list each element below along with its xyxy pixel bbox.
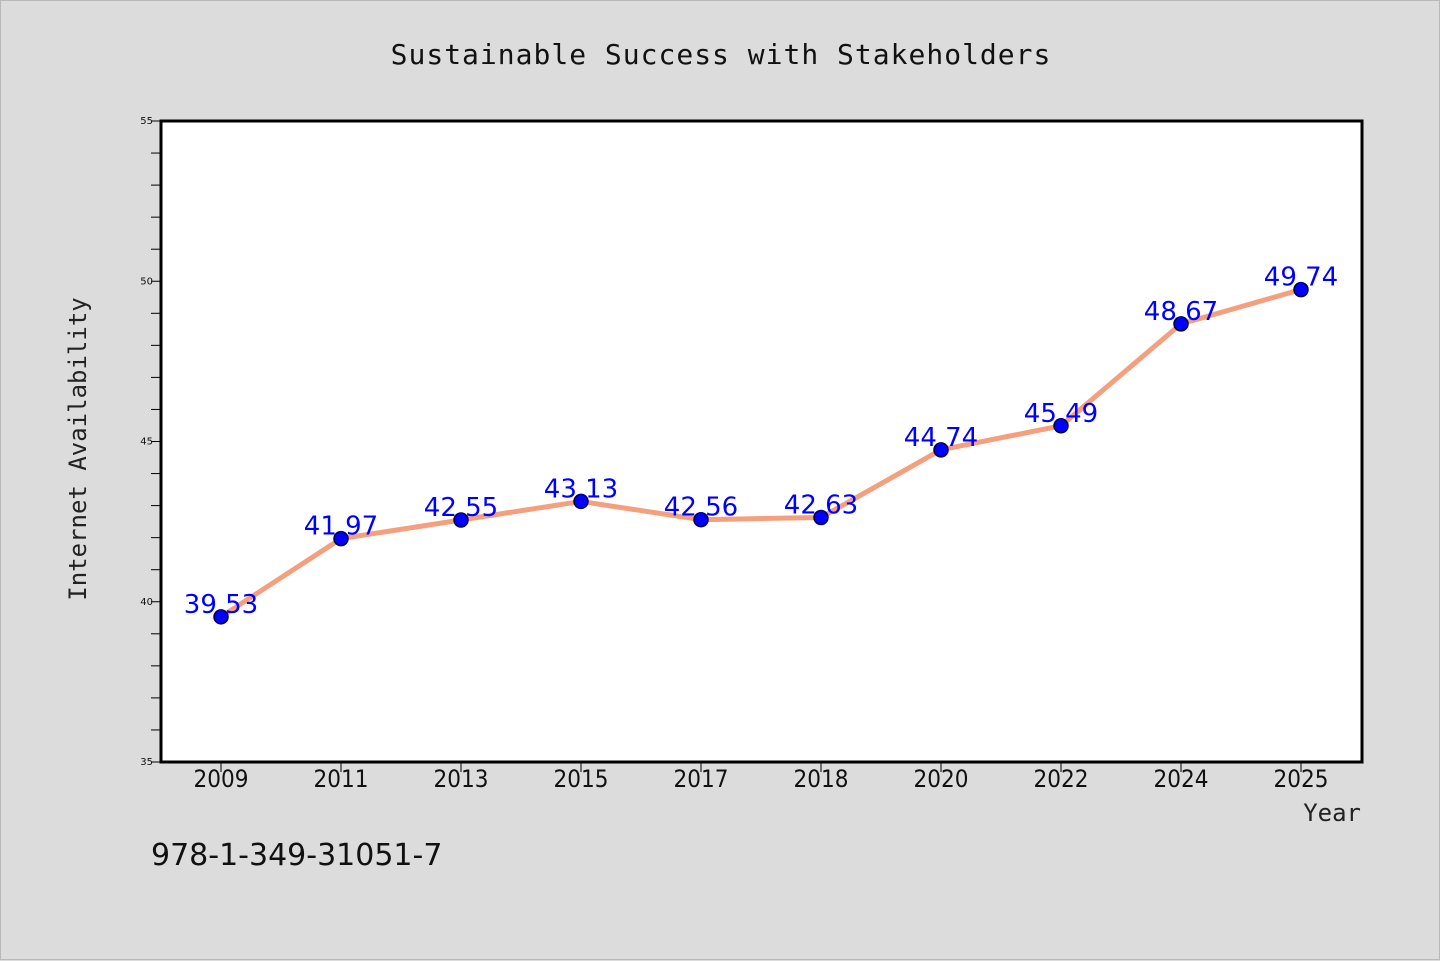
x-tick-label: 2009 [194, 765, 249, 793]
y-tick-label: 50 [140, 276, 153, 287]
data-label: 42.56 [664, 493, 738, 523]
y-tick-label: 45 [140, 437, 153, 448]
data-label: 44.74 [904, 423, 978, 453]
data-label: 49.74 [1264, 263, 1338, 293]
data-point-marker [453, 512, 469, 528]
data-label: 42.63 [784, 490, 858, 520]
x-tick-label: 2013 [434, 765, 489, 793]
chart-title: Sustainable Success with Stakeholders [391, 38, 1052, 71]
x-tick-label: 2018 [794, 765, 849, 793]
data-point-marker [213, 609, 229, 625]
data-point-marker [573, 493, 589, 510]
x-axis: 2009 2011 2013 2015 2017 2018 2020 2022 2024 2025 [194, 762, 1329, 793]
footer-isbn: 978-1-349-31051-7 [151, 838, 442, 873]
data-point-marker [333, 530, 349, 547]
x-tick-label: 2024 [1154, 765, 1209, 793]
x-tick-label: 2025 [1274, 765, 1329, 793]
y-tick-label: 35 [140, 757, 153, 768]
y-tick-label: 55 [140, 116, 153, 127]
series-line-group [213, 281, 1309, 625]
y-axis: 35 40 45 50 55 [140, 116, 161, 768]
data-point-marker [1053, 418, 1069, 434]
data-point-marker [693, 511, 709, 528]
x-tick-label: 2015 [554, 765, 609, 793]
x-tick-label: 2017 [674, 765, 729, 793]
x-axis-label: Year [1303, 799, 1361, 827]
y-axis-label: Internet Availability [64, 297, 92, 600]
data-point-marker [813, 509, 829, 526]
data-point-marker [933, 442, 949, 458]
data-label: 41.97 [304, 512, 378, 542]
data-point-marker [1293, 281, 1309, 298]
x-tick-label: 2022 [1034, 765, 1089, 793]
data-point-marker [1173, 316, 1189, 332]
data-label: 43.13 [544, 474, 618, 504]
x-tick-label: 2011 [314, 765, 369, 793]
data-label: 45.49 [1024, 399, 1098, 429]
plot-area [159, 119, 1364, 764]
y-tick-label: 40 [140, 597, 153, 608]
data-label: 39.53 [184, 590, 258, 620]
series-line [218, 287, 1304, 620]
x-tick-label: 2020 [914, 765, 969, 793]
data-labels-group: 39.53 41.97 42.55 43.13 42.56 42.63 44.74 45.49… [184, 263, 1338, 620]
data-label: 42.55 [424, 493, 498, 523]
data-label: 48.67 [1144, 297, 1218, 327]
